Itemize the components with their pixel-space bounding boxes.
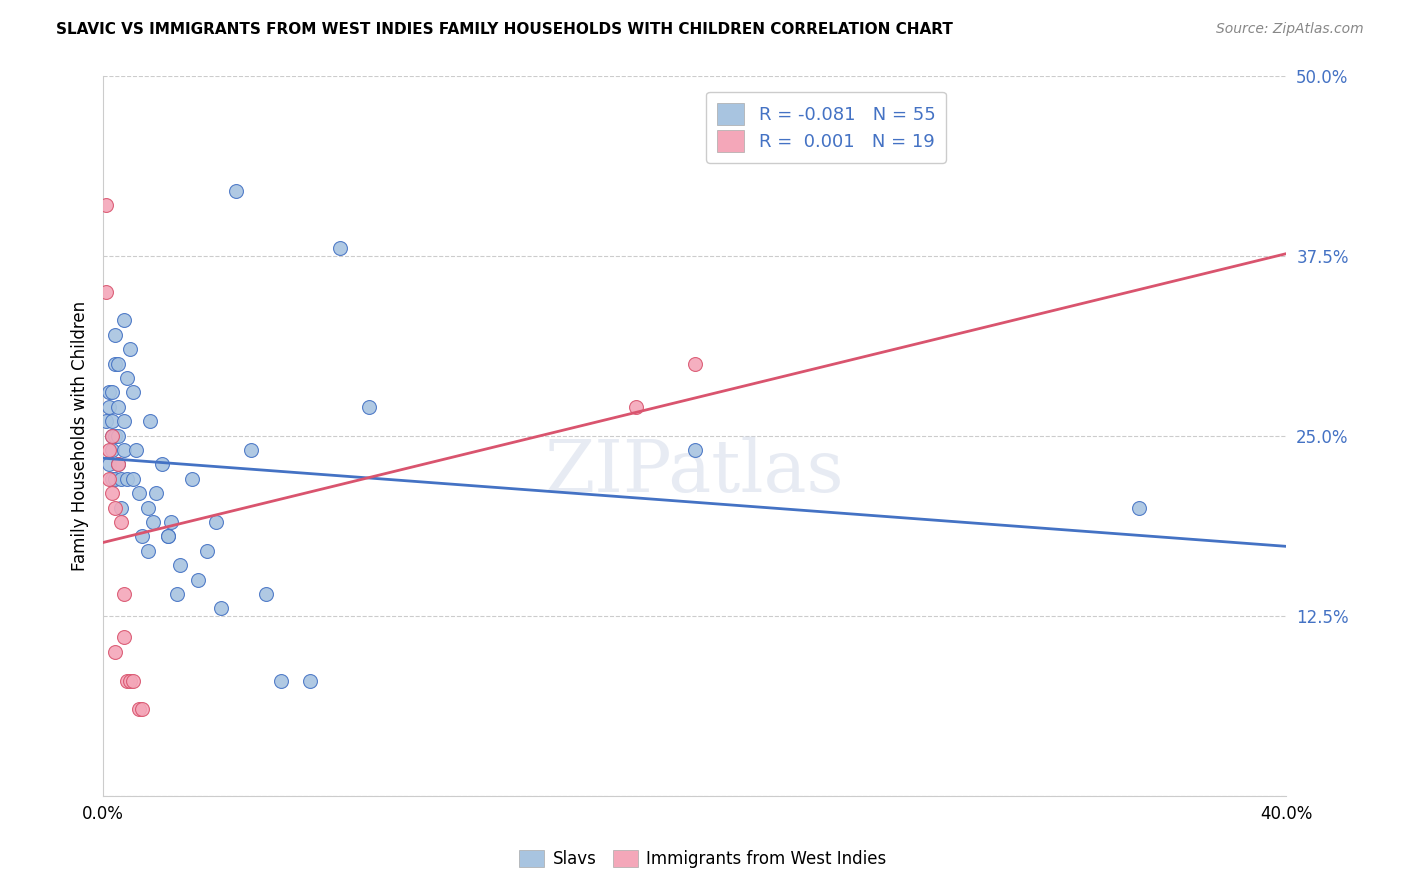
Point <box>94 285 117 299</box>
Point <box>112 414 135 428</box>
Point <box>121 385 143 400</box>
Point <box>104 357 127 371</box>
Point <box>112 630 135 644</box>
Point <box>139 414 162 428</box>
Point <box>359 400 381 414</box>
Point <box>98 472 121 486</box>
Point <box>124 443 146 458</box>
Point <box>187 573 209 587</box>
Point <box>107 458 129 472</box>
Point <box>101 428 124 442</box>
Point <box>101 486 124 500</box>
Point <box>150 458 173 472</box>
Point <box>254 587 277 601</box>
Point <box>166 587 188 601</box>
Point <box>98 400 121 414</box>
Point <box>195 544 218 558</box>
Point <box>104 500 127 515</box>
Point <box>131 702 153 716</box>
Point <box>1128 500 1150 515</box>
Point <box>104 428 127 442</box>
Point <box>169 558 191 573</box>
Point <box>112 313 135 327</box>
Point <box>329 241 352 255</box>
Point <box>107 458 129 472</box>
Point <box>98 443 121 458</box>
Point <box>118 673 141 688</box>
Point <box>112 587 135 601</box>
Point <box>98 385 121 400</box>
Text: SLAVIC VS IMMIGRANTS FROM WEST INDIES FAMILY HOUSEHOLDS WITH CHILDREN CORRELATIO: SLAVIC VS IMMIGRANTS FROM WEST INDIES FA… <box>56 22 953 37</box>
Point <box>157 529 180 543</box>
Point <box>157 529 180 543</box>
Point <box>225 184 247 198</box>
Legend: Slavs, Immigrants from West Indies: Slavs, Immigrants from West Indies <box>513 843 893 875</box>
Point <box>131 529 153 543</box>
Point <box>160 515 183 529</box>
Point <box>101 428 124 442</box>
Point <box>270 673 292 688</box>
Point <box>110 500 132 515</box>
Point <box>121 673 143 688</box>
Text: ZIPatlas: ZIPatlas <box>546 436 845 507</box>
Point <box>101 414 124 428</box>
Point <box>145 486 167 500</box>
Point <box>94 414 117 428</box>
Point <box>299 673 322 688</box>
Point <box>240 443 263 458</box>
Point <box>104 645 127 659</box>
Point <box>118 342 141 356</box>
Point <box>115 472 138 486</box>
Point <box>211 601 233 615</box>
Point <box>110 515 132 529</box>
Point <box>110 472 132 486</box>
Point <box>115 371 138 385</box>
Point <box>94 198 117 212</box>
Point <box>683 357 706 371</box>
Point <box>101 472 124 486</box>
Point <box>128 486 150 500</box>
Point <box>101 385 124 400</box>
Legend: R = -0.081   N = 55, R =  0.001   N = 19: R = -0.081 N = 55, R = 0.001 N = 19 <box>706 92 946 163</box>
Point <box>112 443 135 458</box>
Point <box>121 472 143 486</box>
Point <box>136 500 159 515</box>
Point <box>98 458 121 472</box>
Point <box>180 472 202 486</box>
Point <box>142 515 165 529</box>
Point <box>107 400 129 414</box>
Point <box>115 673 138 688</box>
Point <box>104 327 127 342</box>
Point <box>107 428 129 442</box>
Point <box>128 702 150 716</box>
Point <box>624 400 647 414</box>
Point <box>136 544 159 558</box>
Point <box>101 443 124 458</box>
Point <box>683 443 706 458</box>
Point <box>104 472 127 486</box>
Y-axis label: Family Households with Children: Family Households with Children <box>72 301 89 571</box>
Text: Source: ZipAtlas.com: Source: ZipAtlas.com <box>1216 22 1364 37</box>
Point <box>204 515 226 529</box>
Point <box>107 357 129 371</box>
